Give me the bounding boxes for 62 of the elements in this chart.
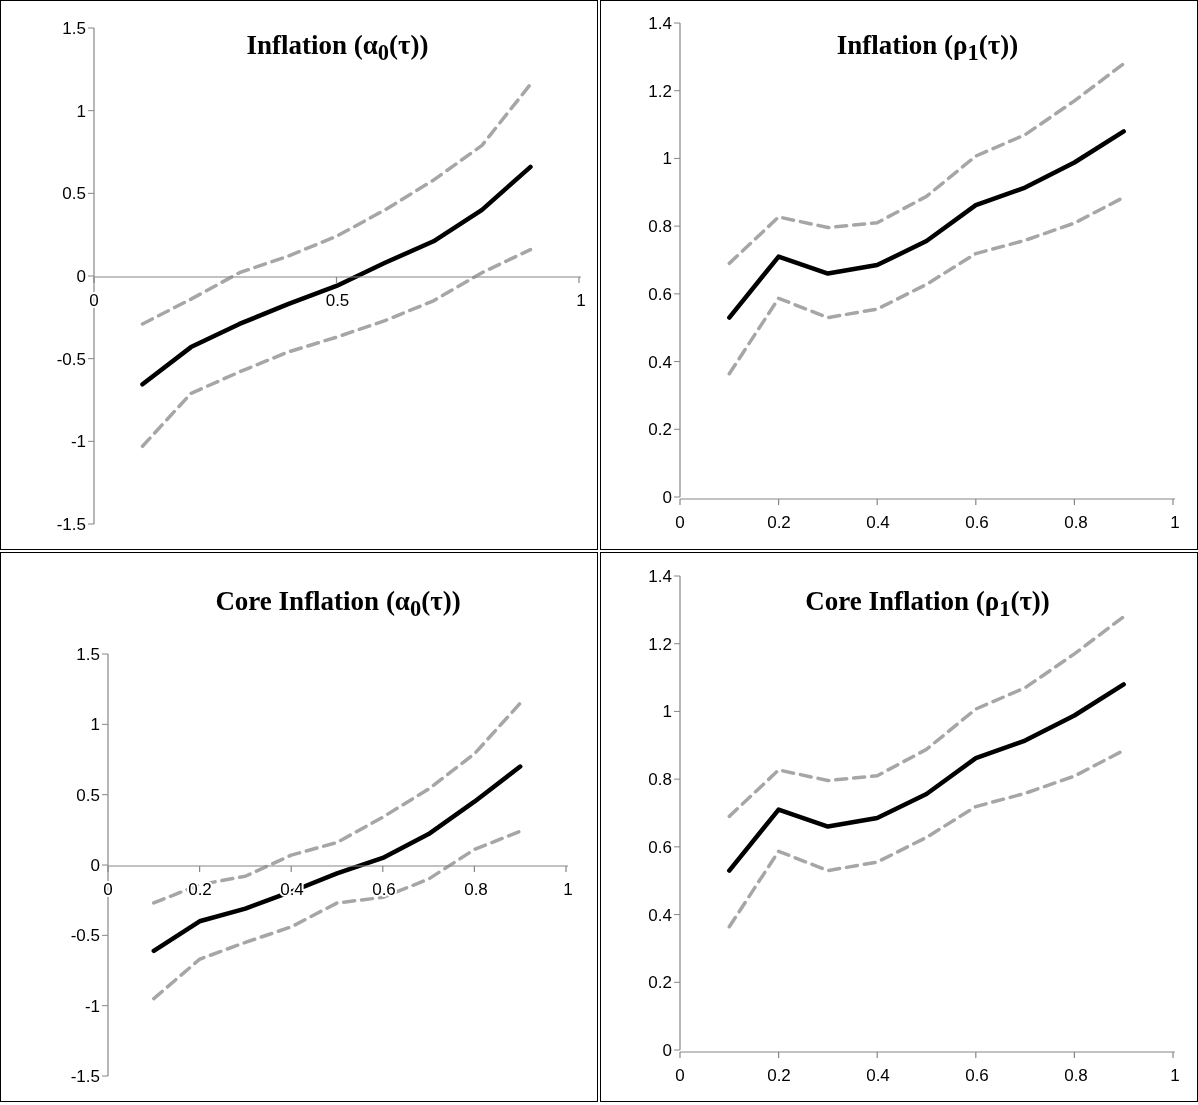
y-tick-label: 1: [662, 149, 672, 169]
y-tick-label: 0.2: [648, 420, 672, 440]
y-tick-label: 1: [662, 702, 672, 722]
line-series: [140, 82, 533, 326]
line-series: [140, 247, 533, 449]
chart-title: Inflation (α$_{0}$(τ)): [245, 29, 430, 68]
x-tick-label: 1: [576, 291, 586, 310]
x-tick-label: 0.4: [866, 513, 890, 532]
y-tick-label: -0.5: [70, 926, 100, 946]
x-tick-label: 0.4: [866, 1066, 890, 1085]
y-tick-label: 0: [90, 856, 100, 876]
x-tick-label: 0.2: [767, 1066, 791, 1085]
x-tick-label: 0: [675, 513, 685, 532]
y-tick-label: 0.5: [76, 785, 100, 805]
x-tick-label: 0.8: [464, 880, 488, 899]
y-tick-label: -0.5: [56, 349, 86, 369]
x-tick-label: 1: [563, 880, 573, 899]
chart-title: Inflation (ρ$_{1}$(τ)): [835, 29, 1020, 68]
y-tick-label: 1.2: [648, 81, 672, 101]
line-series: [727, 61, 1126, 266]
y-tick-label: -1: [84, 996, 100, 1016]
y-tick-label: 0: [76, 267, 86, 287]
x-tick-label: 0.8: [1064, 1066, 1088, 1085]
x-tick-label: 0.2: [188, 880, 212, 899]
y-tick-label: 0.4: [648, 905, 672, 925]
y-tick-label: 1.5: [62, 19, 86, 39]
y-tick-label: -1.5: [56, 515, 86, 535]
x-tick-label: 0.5: [325, 291, 350, 310]
line-series: [152, 829, 522, 1001]
y-tick-label: 1.2: [648, 634, 672, 654]
x-tick-label: 0.6: [965, 1066, 989, 1085]
x-tick-label: 0.8: [1064, 513, 1088, 532]
y-tick-label: 1: [90, 715, 100, 735]
line-series: [727, 682, 1126, 873]
y-tick-label: 1.4: [648, 567, 672, 587]
y-tick-label: 0.4: [648, 352, 672, 372]
y-tick-label: 1.4: [648, 14, 672, 34]
y-tick-label: -1.5: [70, 1067, 100, 1087]
y-tick-label: -1: [70, 432, 86, 452]
y-tick-label: 0.8: [648, 217, 672, 237]
x-tick-label: 0.2: [767, 513, 791, 532]
y-tick-label: 1: [76, 101, 86, 121]
y-tick-label: 0: [662, 488, 672, 508]
y-tick-label: 0.2: [648, 973, 672, 993]
x-tick-label: 1: [1170, 1066, 1180, 1085]
chart-title: Core Inflation (α$_{0}$(τ)): [214, 585, 462, 624]
line-series: [140, 164, 533, 387]
line-series: [152, 701, 522, 905]
x-tick-label: 0.6: [372, 880, 396, 899]
x-tick-label: 0: [675, 1066, 685, 1085]
x-tick-label: 0: [103, 880, 113, 899]
y-tick-label: 1.5: [76, 645, 100, 665]
y-tick-label: 0.8: [648, 770, 672, 790]
line-series: [727, 129, 1126, 320]
y-tick-label: 0.5: [62, 184, 86, 204]
y-tick-label: 0.6: [648, 837, 672, 857]
x-tick-label: 1: [1170, 513, 1180, 532]
y-tick-label: 0: [662, 1041, 672, 1061]
x-tick-label: 0.6: [965, 513, 989, 532]
line-series: [727, 614, 1126, 819]
line-series: [151, 764, 523, 954]
text: Core Inflation (ρ$_{1}$(τ)): [804, 585, 1051, 624]
